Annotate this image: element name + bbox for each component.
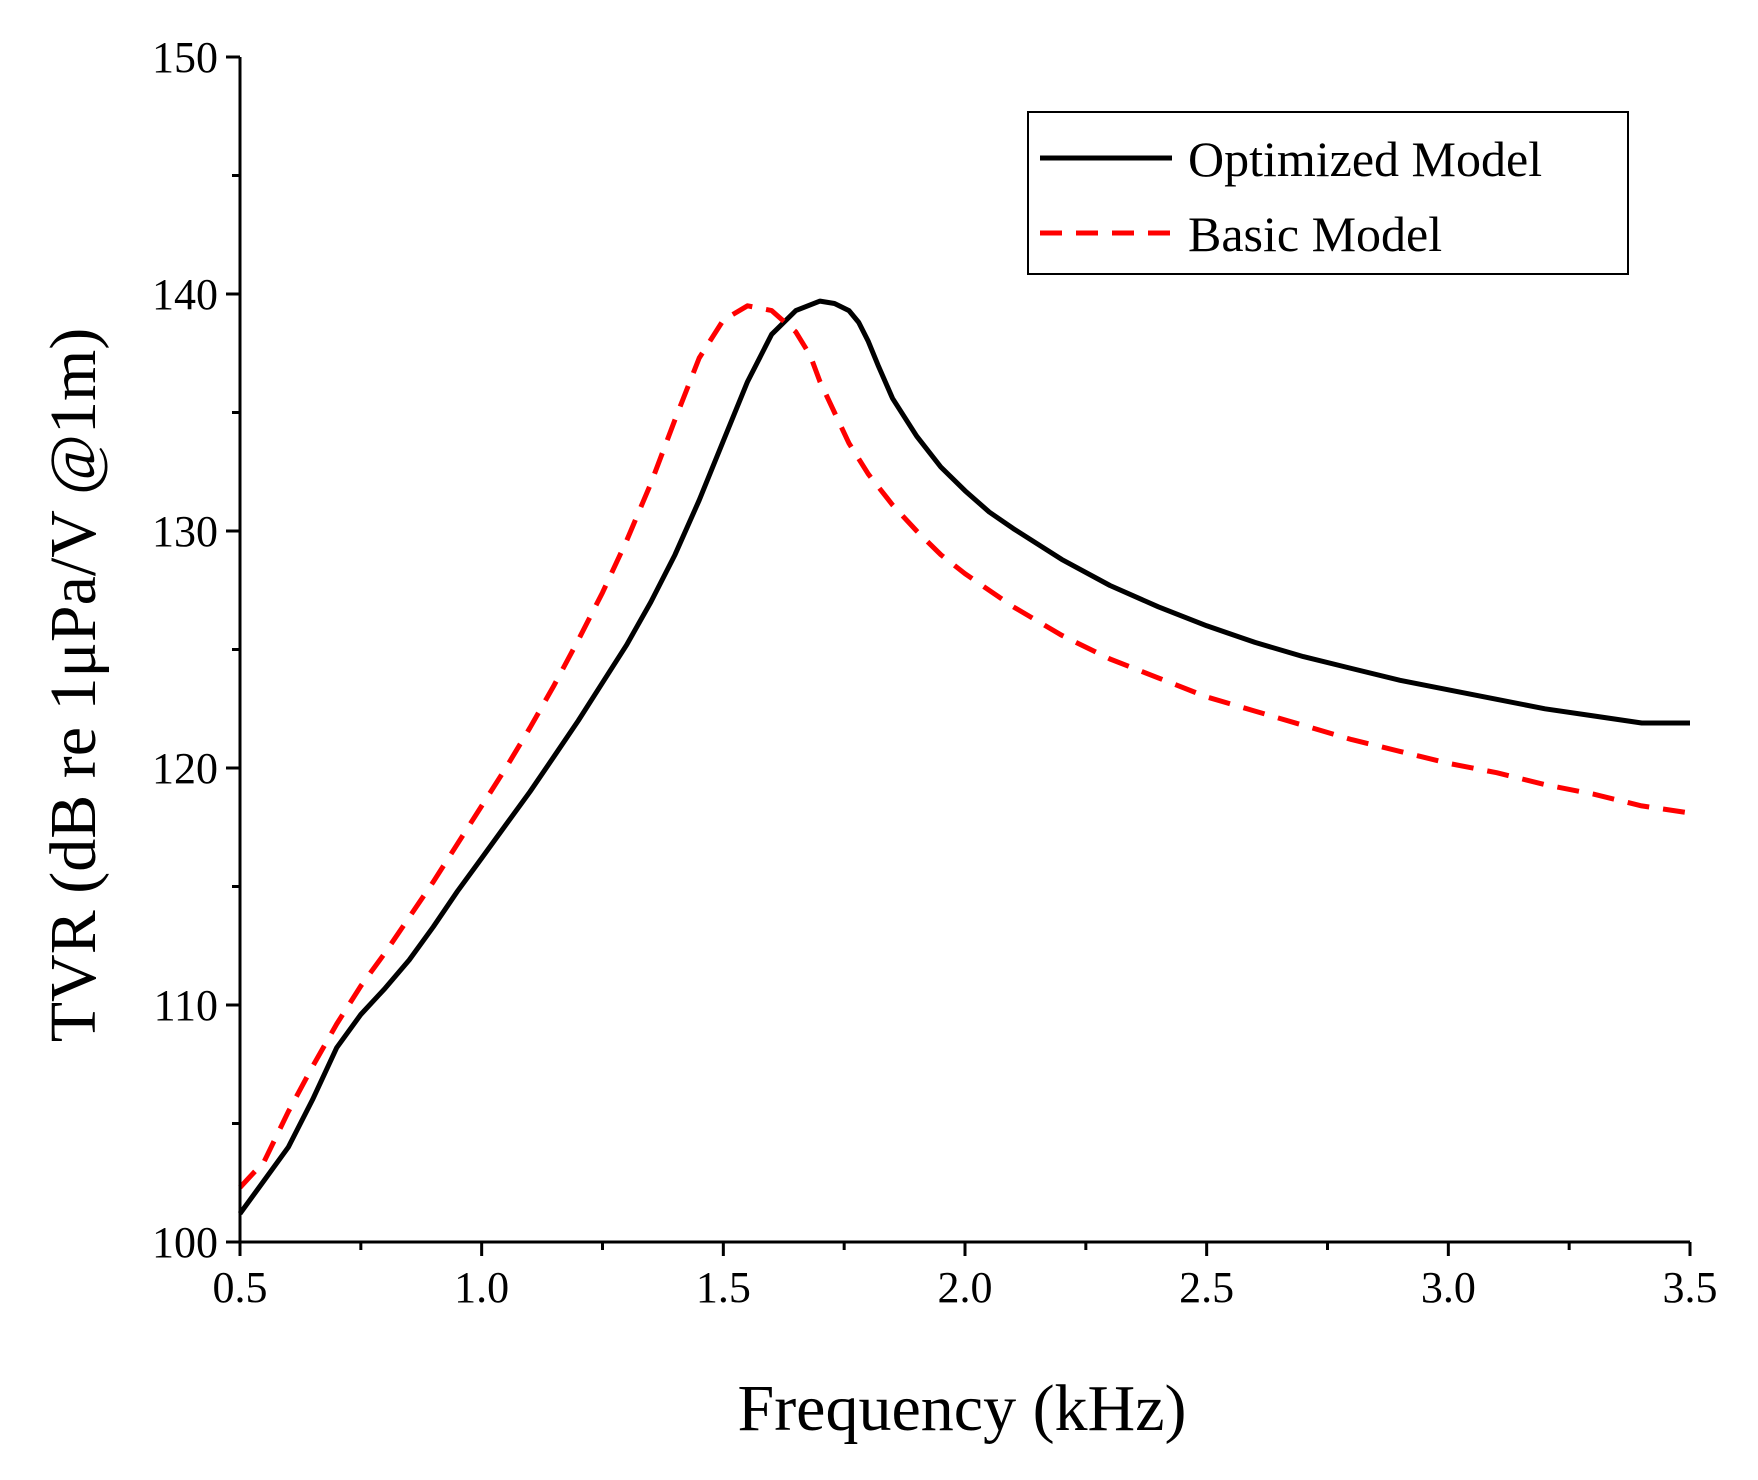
y-tick-label: 130 — [152, 507, 218, 556]
x-tick-label: 1.5 — [696, 1263, 751, 1312]
x-tick-label: 3.0 — [1421, 1263, 1476, 1312]
series-layer — [237, 298, 1691, 1216]
x-axis-title: Frequency (kHz) — [738, 1372, 1187, 1445]
y-tick-label: 140 — [152, 270, 218, 319]
y-tick-label: 150 — [152, 33, 218, 82]
legend-label-optimized: Optimized Model — [1188, 131, 1542, 187]
series-line-basic-model — [238, 303, 1691, 1190]
y-tick-label: 100 — [152, 1218, 218, 1267]
x-tick-label: 3.5 — [1663, 1263, 1718, 1312]
y-axis-title: TVR (dB re 1μPa/V @1m) — [37, 328, 110, 1043]
legend-box — [1027, 111, 1629, 275]
x-tick-label: 1.0 — [454, 1263, 509, 1312]
legend-label-basic: Basic Model — [1188, 206, 1442, 262]
legend: Optimized Model Basic Model — [1027, 111, 1629, 275]
x-tick-label: 0.5 — [213, 1263, 268, 1312]
x-tick-label: 2.0 — [938, 1263, 993, 1312]
y-tick-label: 120 — [152, 744, 218, 793]
axes-layer: 100 110 120 130 140 150 0.5 1.0 1.5 2.0 2.5 3.0 3.5 — [152, 33, 1718, 1312]
x-tick-label: 2.5 — [1179, 1263, 1234, 1312]
series-line-optimized-model — [237, 298, 1690, 1216]
y-tick-label: 110 — [154, 981, 218, 1030]
